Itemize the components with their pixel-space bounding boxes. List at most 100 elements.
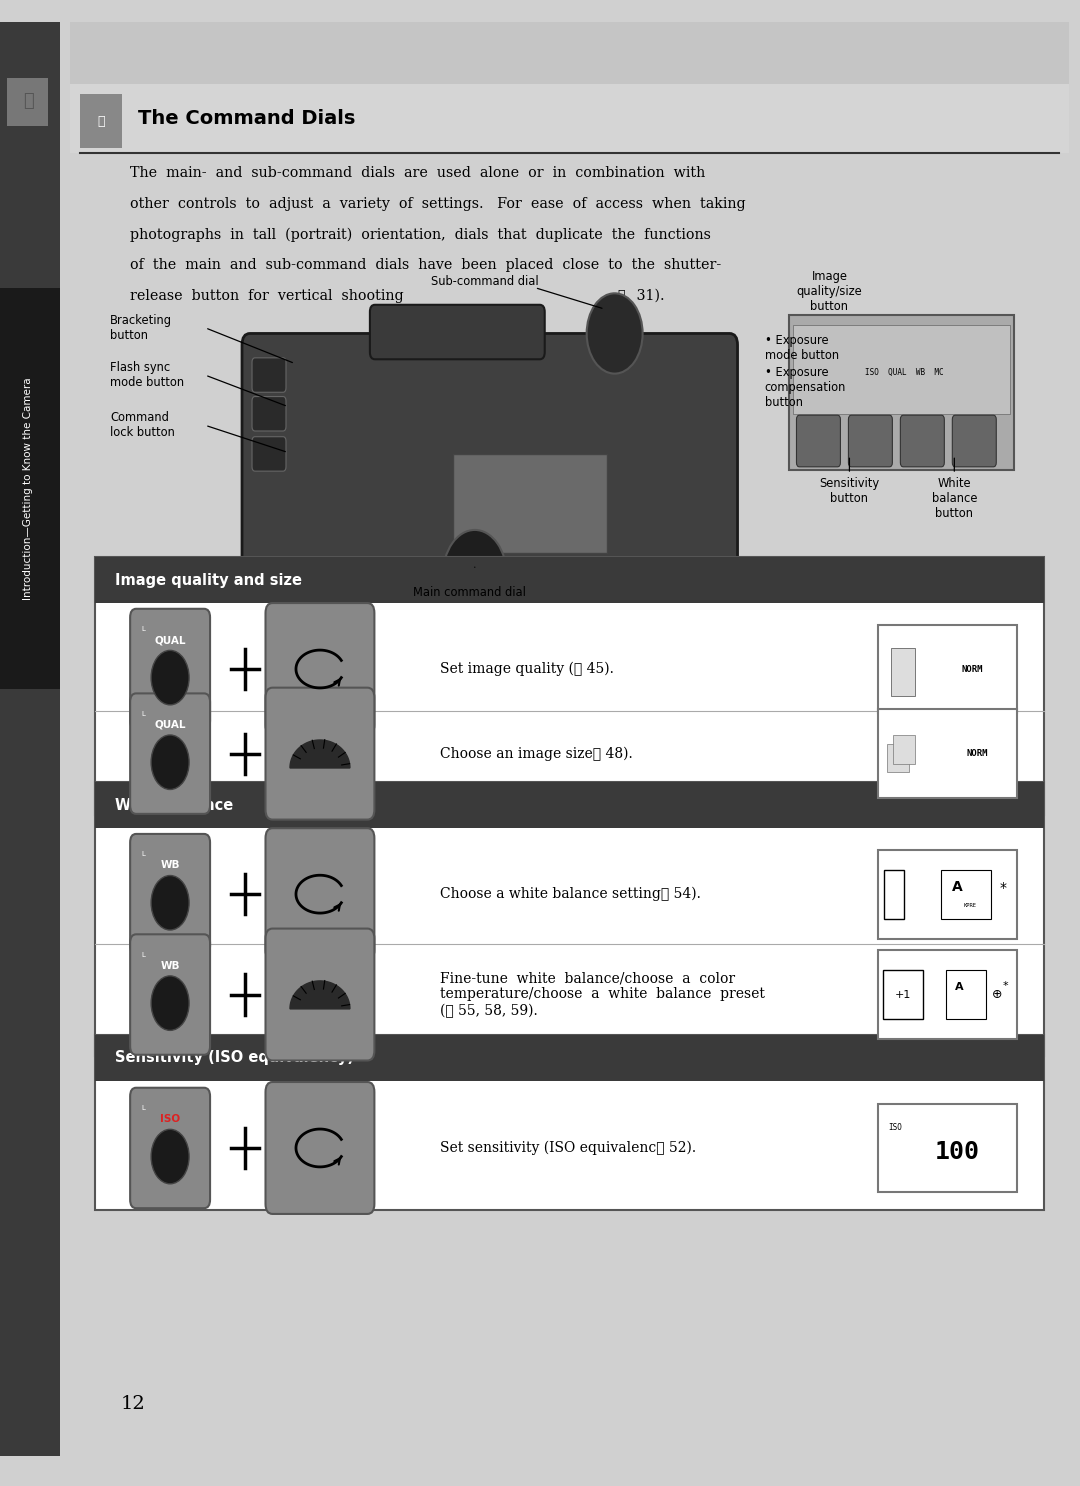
FancyBboxPatch shape xyxy=(242,333,738,583)
Text: Flash sync
mode button: Flash sync mode button xyxy=(110,361,185,389)
FancyBboxPatch shape xyxy=(266,1082,375,1214)
Text: ⬛: ⬛ xyxy=(23,92,33,110)
Text: ISO: ISO xyxy=(160,1114,180,1125)
FancyBboxPatch shape xyxy=(131,1088,210,1208)
Text: 100: 100 xyxy=(935,1140,980,1164)
Text: release  button  for  vertical  shooting: release button for vertical shooting xyxy=(130,288,404,303)
FancyBboxPatch shape xyxy=(453,453,607,553)
Text: KPRE: KPRE xyxy=(963,903,976,908)
FancyBboxPatch shape xyxy=(131,609,210,730)
Bar xyxy=(80,94,122,149)
FancyBboxPatch shape xyxy=(946,970,986,1019)
Text: Fine-tune  white  balance/choose  a  color
temperature/choose  a  white  balance: Fine-tune white balance/choose a color t… xyxy=(440,972,765,1018)
Text: *: * xyxy=(1000,881,1007,896)
Text: +1: +1 xyxy=(894,990,912,1000)
Text: Command
lock button: Command lock button xyxy=(110,412,175,440)
FancyBboxPatch shape xyxy=(794,325,1010,413)
FancyBboxPatch shape xyxy=(95,782,1044,1057)
FancyBboxPatch shape xyxy=(882,970,922,1019)
Bar xyxy=(8,79,49,125)
Text: WB: WB xyxy=(160,961,180,970)
Text: • Exposure
compensation
button: • Exposure compensation button xyxy=(765,367,846,410)
FancyBboxPatch shape xyxy=(878,1104,1016,1192)
FancyBboxPatch shape xyxy=(891,648,915,697)
Text: Choose a white balance settingⓂ 54).: Choose a white balance settingⓂ 54). xyxy=(440,887,701,902)
Text: L: L xyxy=(141,710,145,716)
Bar xyxy=(70,83,1069,153)
Text: White
balance
button: White balance button xyxy=(932,477,977,520)
FancyBboxPatch shape xyxy=(849,415,892,467)
FancyBboxPatch shape xyxy=(252,397,286,431)
Text: NORM: NORM xyxy=(967,749,988,758)
FancyBboxPatch shape xyxy=(266,828,375,960)
Text: White balance: White balance xyxy=(116,798,233,813)
FancyBboxPatch shape xyxy=(266,929,375,1061)
Text: ⊕: ⊕ xyxy=(993,988,1002,1002)
Text: 12: 12 xyxy=(120,1395,145,1413)
Text: *: * xyxy=(1002,981,1008,991)
FancyBboxPatch shape xyxy=(252,437,286,471)
Circle shape xyxy=(151,976,189,1030)
Text: WB: WB xyxy=(160,860,180,871)
Bar xyxy=(95,782,1044,828)
FancyBboxPatch shape xyxy=(131,694,210,814)
Text: L: L xyxy=(141,851,145,857)
Text: A: A xyxy=(955,982,963,993)
Bar xyxy=(0,288,60,690)
Text: ISO  QUAL  WB  MC: ISO QUAL WB MC xyxy=(865,367,944,376)
Bar xyxy=(95,557,1044,603)
FancyBboxPatch shape xyxy=(878,624,1016,713)
Text: of  the  main  and  sub-command  dials  have  been  placed  close  to  the  shut: of the main and sub-command dials have b… xyxy=(130,259,721,272)
Text: Bracketing
button: Bracketing button xyxy=(110,314,172,342)
Text: QUAL: QUAL xyxy=(154,719,186,730)
Text: Ⓜ: Ⓜ xyxy=(618,288,625,302)
Text: • Exposure
mode button: • Exposure mode button xyxy=(765,334,839,361)
Text: Image quality and size: Image quality and size xyxy=(116,572,302,587)
Polygon shape xyxy=(291,740,350,768)
Text: Introduction—Getting to Know the Camera: Introduction—Getting to Know the Camera xyxy=(24,377,33,600)
Circle shape xyxy=(586,293,643,373)
Text: Set sensitivity (ISO equivalencⓂ 52).: Set sensitivity (ISO equivalencⓂ 52). xyxy=(440,1141,696,1155)
Text: NORM: NORM xyxy=(961,664,983,673)
Text: L: L xyxy=(141,626,145,632)
FancyBboxPatch shape xyxy=(878,850,1016,939)
Circle shape xyxy=(151,1129,189,1184)
FancyBboxPatch shape xyxy=(131,834,210,954)
FancyBboxPatch shape xyxy=(887,743,909,773)
Bar xyxy=(0,22,60,1456)
Text: Sub-command dial: Sub-command dial xyxy=(431,275,539,288)
FancyBboxPatch shape xyxy=(369,305,544,360)
Text: QUAL: QUAL xyxy=(154,636,186,645)
Text: photographs  in  tall  (portrait)  orientation,  dials  that  duplicate  the  fu: photographs in tall (portrait) orientati… xyxy=(130,227,711,242)
FancyBboxPatch shape xyxy=(878,709,1016,798)
Text: 31).: 31). xyxy=(632,288,664,303)
Text: Image
quality/size
button: Image quality/size button xyxy=(797,270,862,314)
FancyBboxPatch shape xyxy=(796,415,840,467)
Text: A: A xyxy=(951,880,962,895)
FancyBboxPatch shape xyxy=(131,935,210,1055)
Text: L: L xyxy=(141,951,145,957)
Text: Main command dial: Main command dial xyxy=(414,585,526,599)
FancyBboxPatch shape xyxy=(266,688,375,820)
Text: Sensitivity
button: Sensitivity button xyxy=(820,477,879,505)
FancyBboxPatch shape xyxy=(789,315,1014,470)
FancyBboxPatch shape xyxy=(893,736,915,764)
Text: The  main-  and  sub-command  dials  are  used  alone  or  in  combination  with: The main- and sub-command dials are used… xyxy=(130,165,705,180)
Text: ISO: ISO xyxy=(888,1123,902,1132)
FancyBboxPatch shape xyxy=(95,557,1044,816)
Text: other  controls  to  adjust  a  variety  of  settings.   For  ease  of  access  : other controls to adjust a variety of se… xyxy=(130,196,746,211)
FancyBboxPatch shape xyxy=(266,603,375,736)
FancyBboxPatch shape xyxy=(878,950,1016,1039)
Text: Set image quality (Ⓜ 45).: Set image quality (Ⓜ 45). xyxy=(440,661,613,676)
Text: The Command Dials: The Command Dials xyxy=(138,108,355,128)
FancyBboxPatch shape xyxy=(883,869,904,918)
FancyBboxPatch shape xyxy=(901,415,944,467)
FancyBboxPatch shape xyxy=(252,358,286,392)
FancyBboxPatch shape xyxy=(953,415,996,467)
Polygon shape xyxy=(291,981,350,1009)
Bar xyxy=(70,22,1069,83)
Circle shape xyxy=(443,531,507,621)
Bar xyxy=(95,1034,1044,1080)
FancyBboxPatch shape xyxy=(942,869,991,918)
Circle shape xyxy=(151,736,189,789)
